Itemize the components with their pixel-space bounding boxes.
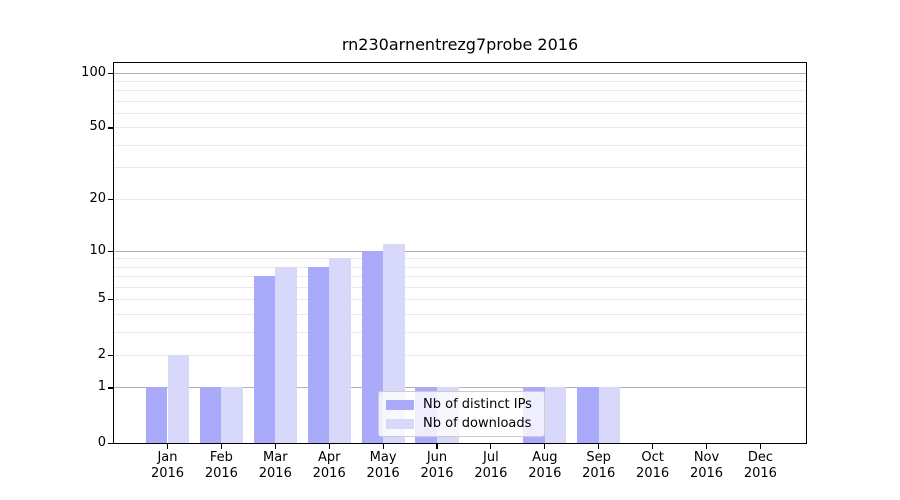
- bar-nb-of-distinct-ips: [577, 387, 599, 443]
- x-tick-mark: [705, 444, 708, 449]
- y-tick-label: 2: [97, 346, 106, 362]
- y-tick-label: 50: [89, 119, 106, 135]
- x-tick-label: Sep 2016: [582, 450, 616, 481]
- y-tick-mark: [108, 354, 113, 356]
- x-tick-label: Aug 2016: [528, 450, 562, 481]
- bar-nb-of-distinct-ips: [361, 250, 384, 443]
- x-tick-mark: [652, 444, 654, 449]
- y-tick-mark: [108, 299, 113, 301]
- x-tick-mark: [436, 444, 438, 449]
- y-gridline-minor: [114, 313, 806, 315]
- x-tick-label: Jun 2016: [420, 450, 454, 481]
- y-tick-label: 5: [97, 291, 106, 307]
- y-gridline-minor: [114, 112, 806, 114]
- y-gridline-minor: [114, 127, 806, 129]
- chart-title: rn230arnentrezg7probe 2016: [341, 35, 579, 54]
- bar-nb-of-distinct-ips: [145, 387, 168, 443]
- y-gridline-minor: [114, 198, 806, 200]
- y-tick-mark: [108, 72, 113, 74]
- y-tick-mark: [108, 443, 113, 445]
- y-gridline-minor: [114, 354, 806, 356]
- x-tick-label: Jan 2016: [150, 450, 185, 481]
- x-tick-mark: [759, 444, 761, 449]
- y-tick-label: 100: [81, 64, 106, 80]
- y-tick-mark: [108, 250, 113, 252]
- legend-label-distinct-ips: Nb of distinct IPs: [423, 397, 532, 412]
- y-gridline-minor: [114, 258, 806, 260]
- legend: Nb of distinct IPs Nb of downloads: [378, 391, 545, 437]
- y-gridline-minor: [114, 276, 806, 278]
- x-tick-label: Dec 2016: [743, 450, 777, 481]
- legend-entry-downloads: Nb of downloads: [386, 416, 537, 431]
- y-tick-label: 1: [97, 379, 106, 395]
- y-tick-label: 0: [97, 435, 106, 450]
- y-tick-mark: [108, 127, 113, 129]
- bar-nb-of-downloads: [275, 266, 297, 443]
- x-tick-label: May 2016: [366, 450, 400, 481]
- x-tick-mark: [544, 444, 546, 449]
- y-gridline-minor: [114, 144, 806, 146]
- x-tick-mark: [274, 444, 276, 449]
- y-gridline-minor: [114, 100, 806, 102]
- y-tick-mark: [108, 387, 113, 389]
- y-gridline-minor: [114, 266, 806, 268]
- x-tick-mark: [382, 444, 384, 449]
- y-tick-label: 20: [89, 190, 106, 206]
- plot-area: [113, 62, 807, 444]
- x-tick-mark: [598, 444, 600, 449]
- x-tick-label: Oct 2016: [636, 450, 670, 481]
- x-tick-label: Mar 2016: [258, 450, 292, 481]
- bar-nb-of-downloads: [167, 354, 190, 443]
- y-gridline-minor: [114, 167, 806, 169]
- y-gridline-major: [114, 387, 806, 389]
- bar-nb-of-downloads: [329, 258, 351, 443]
- bar-nb-of-downloads: [598, 387, 621, 443]
- y-tick-label: 10: [89, 242, 106, 258]
- y-gridline-major: [114, 72, 806, 74]
- bar-nb-of-downloads: [221, 387, 243, 443]
- y-tick-mark: [108, 198, 113, 200]
- x-tick-mark: [328, 444, 330, 449]
- bar-nb-of-distinct-ips: [253, 276, 276, 443]
- x-tick-label: Apr 2016: [312, 450, 346, 481]
- legend-swatch-downloads: [386, 418, 414, 429]
- bar-nb-of-distinct-ips: [307, 266, 330, 443]
- x-tick-label: Nov 2016: [689, 450, 724, 481]
- y-gridline-major: [114, 250, 806, 252]
- legend-label-downloads: Nb of downloads: [423, 416, 532, 431]
- y-gridline-minor: [114, 331, 806, 333]
- y-gridline-minor: [114, 90, 806, 92]
- x-tick-mark: [220, 444, 222, 449]
- legend-swatch-distinct-ips: [386, 399, 414, 410]
- y-gridline-minor: [114, 286, 806, 288]
- x-tick-label: Jul 2016: [474, 450, 508, 481]
- legend-entry-distinct-ips: Nb of distinct IPs: [386, 397, 537, 412]
- y-gridline-minor: [114, 80, 806, 82]
- bar-nb-of-distinct-ips: [199, 387, 222, 443]
- x-tick-label: Feb 2016: [204, 450, 238, 481]
- x-tick-mark: [490, 444, 492, 449]
- x-tick-mark: [166, 444, 169, 449]
- bar-nb-of-downloads: [544, 387, 567, 443]
- y-gridline-minor: [114, 299, 806, 301]
